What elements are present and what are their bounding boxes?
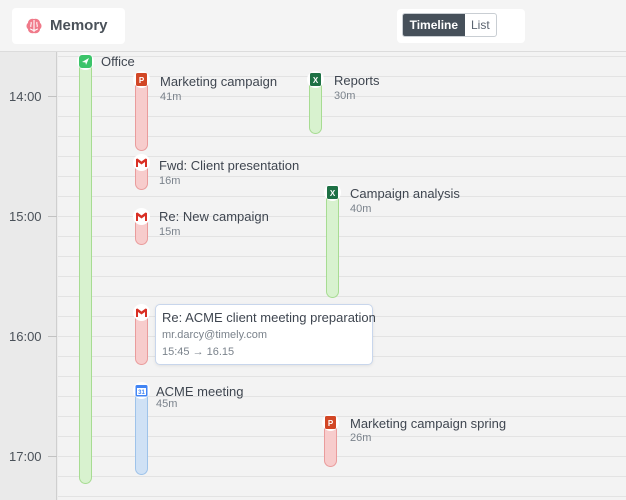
grid-line — [58, 396, 626, 397]
grid-line — [58, 456, 626, 457]
svg-text:P: P — [139, 76, 145, 85]
grid-line — [58, 136, 626, 137]
time-label-15: 15:00 — [9, 209, 42, 224]
gmail-icon — [133, 304, 150, 321]
event-detail-card[interactable]: Re: ACME client meeting preparation mr.d… — [155, 304, 376, 365]
grid-line — [58, 216, 626, 217]
timeline-tab[interactable]: Timeline — [403, 14, 465, 36]
event-duration: 16m — [159, 175, 181, 187]
card-sender: mr.darcy@timely.com — [162, 329, 268, 341]
hour-tick — [48, 216, 57, 217]
event-bar-campaign-analysis[interactable] — [326, 185, 339, 298]
card-time-range: 15:45 → 16.15 — [162, 346, 235, 358]
location-arrow-icon — [77, 53, 94, 70]
grid-line — [58, 96, 626, 97]
event-duration: 45m — [156, 398, 178, 410]
time-label-14: 14:00 — [9, 89, 42, 104]
hour-tick — [48, 456, 57, 457]
grid-line — [58, 376, 626, 377]
event-bar-office[interactable] — [79, 54, 92, 484]
event-title-reports[interactable]: Reports — [334, 73, 380, 88]
grid-line — [58, 176, 626, 177]
svg-text:P: P — [328, 419, 334, 428]
grid-line — [58, 116, 626, 117]
event-title-office[interactable]: Office — [101, 54, 135, 69]
event-title-marketing-campaign[interactable]: Marketing campaign — [160, 74, 278, 89]
event-title-marketing-campaign-spring[interactable]: Marketing campaign spring — [350, 416, 507, 431]
gmail-icon — [133, 208, 150, 225]
svg-text:X: X — [313, 76, 319, 85]
svg-text:31: 31 — [138, 390, 145, 396]
excel-icon: X — [307, 71, 324, 88]
grid-line — [58, 196, 626, 197]
grid-line — [58, 296, 626, 297]
grid-line — [58, 276, 626, 277]
timeline-canvas[interactable] — [58, 52, 626, 500]
grid-line — [58, 236, 626, 237]
grid-line — [58, 416, 626, 417]
powerpoint-icon: P — [133, 71, 150, 88]
grid-line — [58, 436, 626, 437]
view-toggle-container: Timeline List — [397, 9, 525, 43]
brain-icon — [24, 16, 44, 36]
calendar-31-icon: 31 — [133, 382, 150, 399]
app-title: Memory — [50, 17, 108, 34]
view-toggle: Timeline List — [402, 13, 497, 37]
powerpoint-icon: P — [322, 414, 339, 431]
event-title-acme-meeting[interactable]: ACME meeting — [156, 384, 244, 399]
svg-text:X: X — [330, 189, 336, 198]
grid-line — [58, 56, 626, 57]
list-tab[interactable]: List — [465, 14, 496, 36]
event-title-fwd-client-presentation[interactable]: Fwd: Client presentation — [159, 158, 300, 173]
event-duration: 15m — [159, 226, 181, 238]
grid-line — [58, 476, 626, 477]
top-bar: Memory Timeline List — [0, 0, 626, 52]
event-title-re-new-campaign[interactable]: Re: New campaign — [159, 209, 269, 224]
hour-tick — [48, 336, 57, 337]
event-duration: 30m — [334, 90, 356, 102]
event-duration: 40m — [350, 203, 372, 215]
event-duration: 26m — [350, 432, 372, 444]
event-title-campaign-analysis[interactable]: Campaign analysis — [350, 186, 460, 201]
brand[interactable]: Memory — [12, 8, 125, 44]
time-gutter: 14:00 15:00 16:00 17:00 — [0, 52, 57, 500]
excel-icon: X — [324, 184, 341, 201]
grid-line — [58, 76, 626, 77]
card-title: Re: ACME client meeting preparation — [162, 310, 376, 325]
time-label-16: 16:00 — [9, 329, 42, 344]
grid-line — [58, 156, 626, 157]
hour-tick — [48, 96, 57, 97]
event-duration: 41m — [160, 91, 182, 103]
gmail-icon — [133, 154, 150, 171]
grid-line — [58, 256, 626, 257]
grid-line — [58, 496, 626, 497]
time-label-17: 17:00 — [9, 449, 42, 464]
